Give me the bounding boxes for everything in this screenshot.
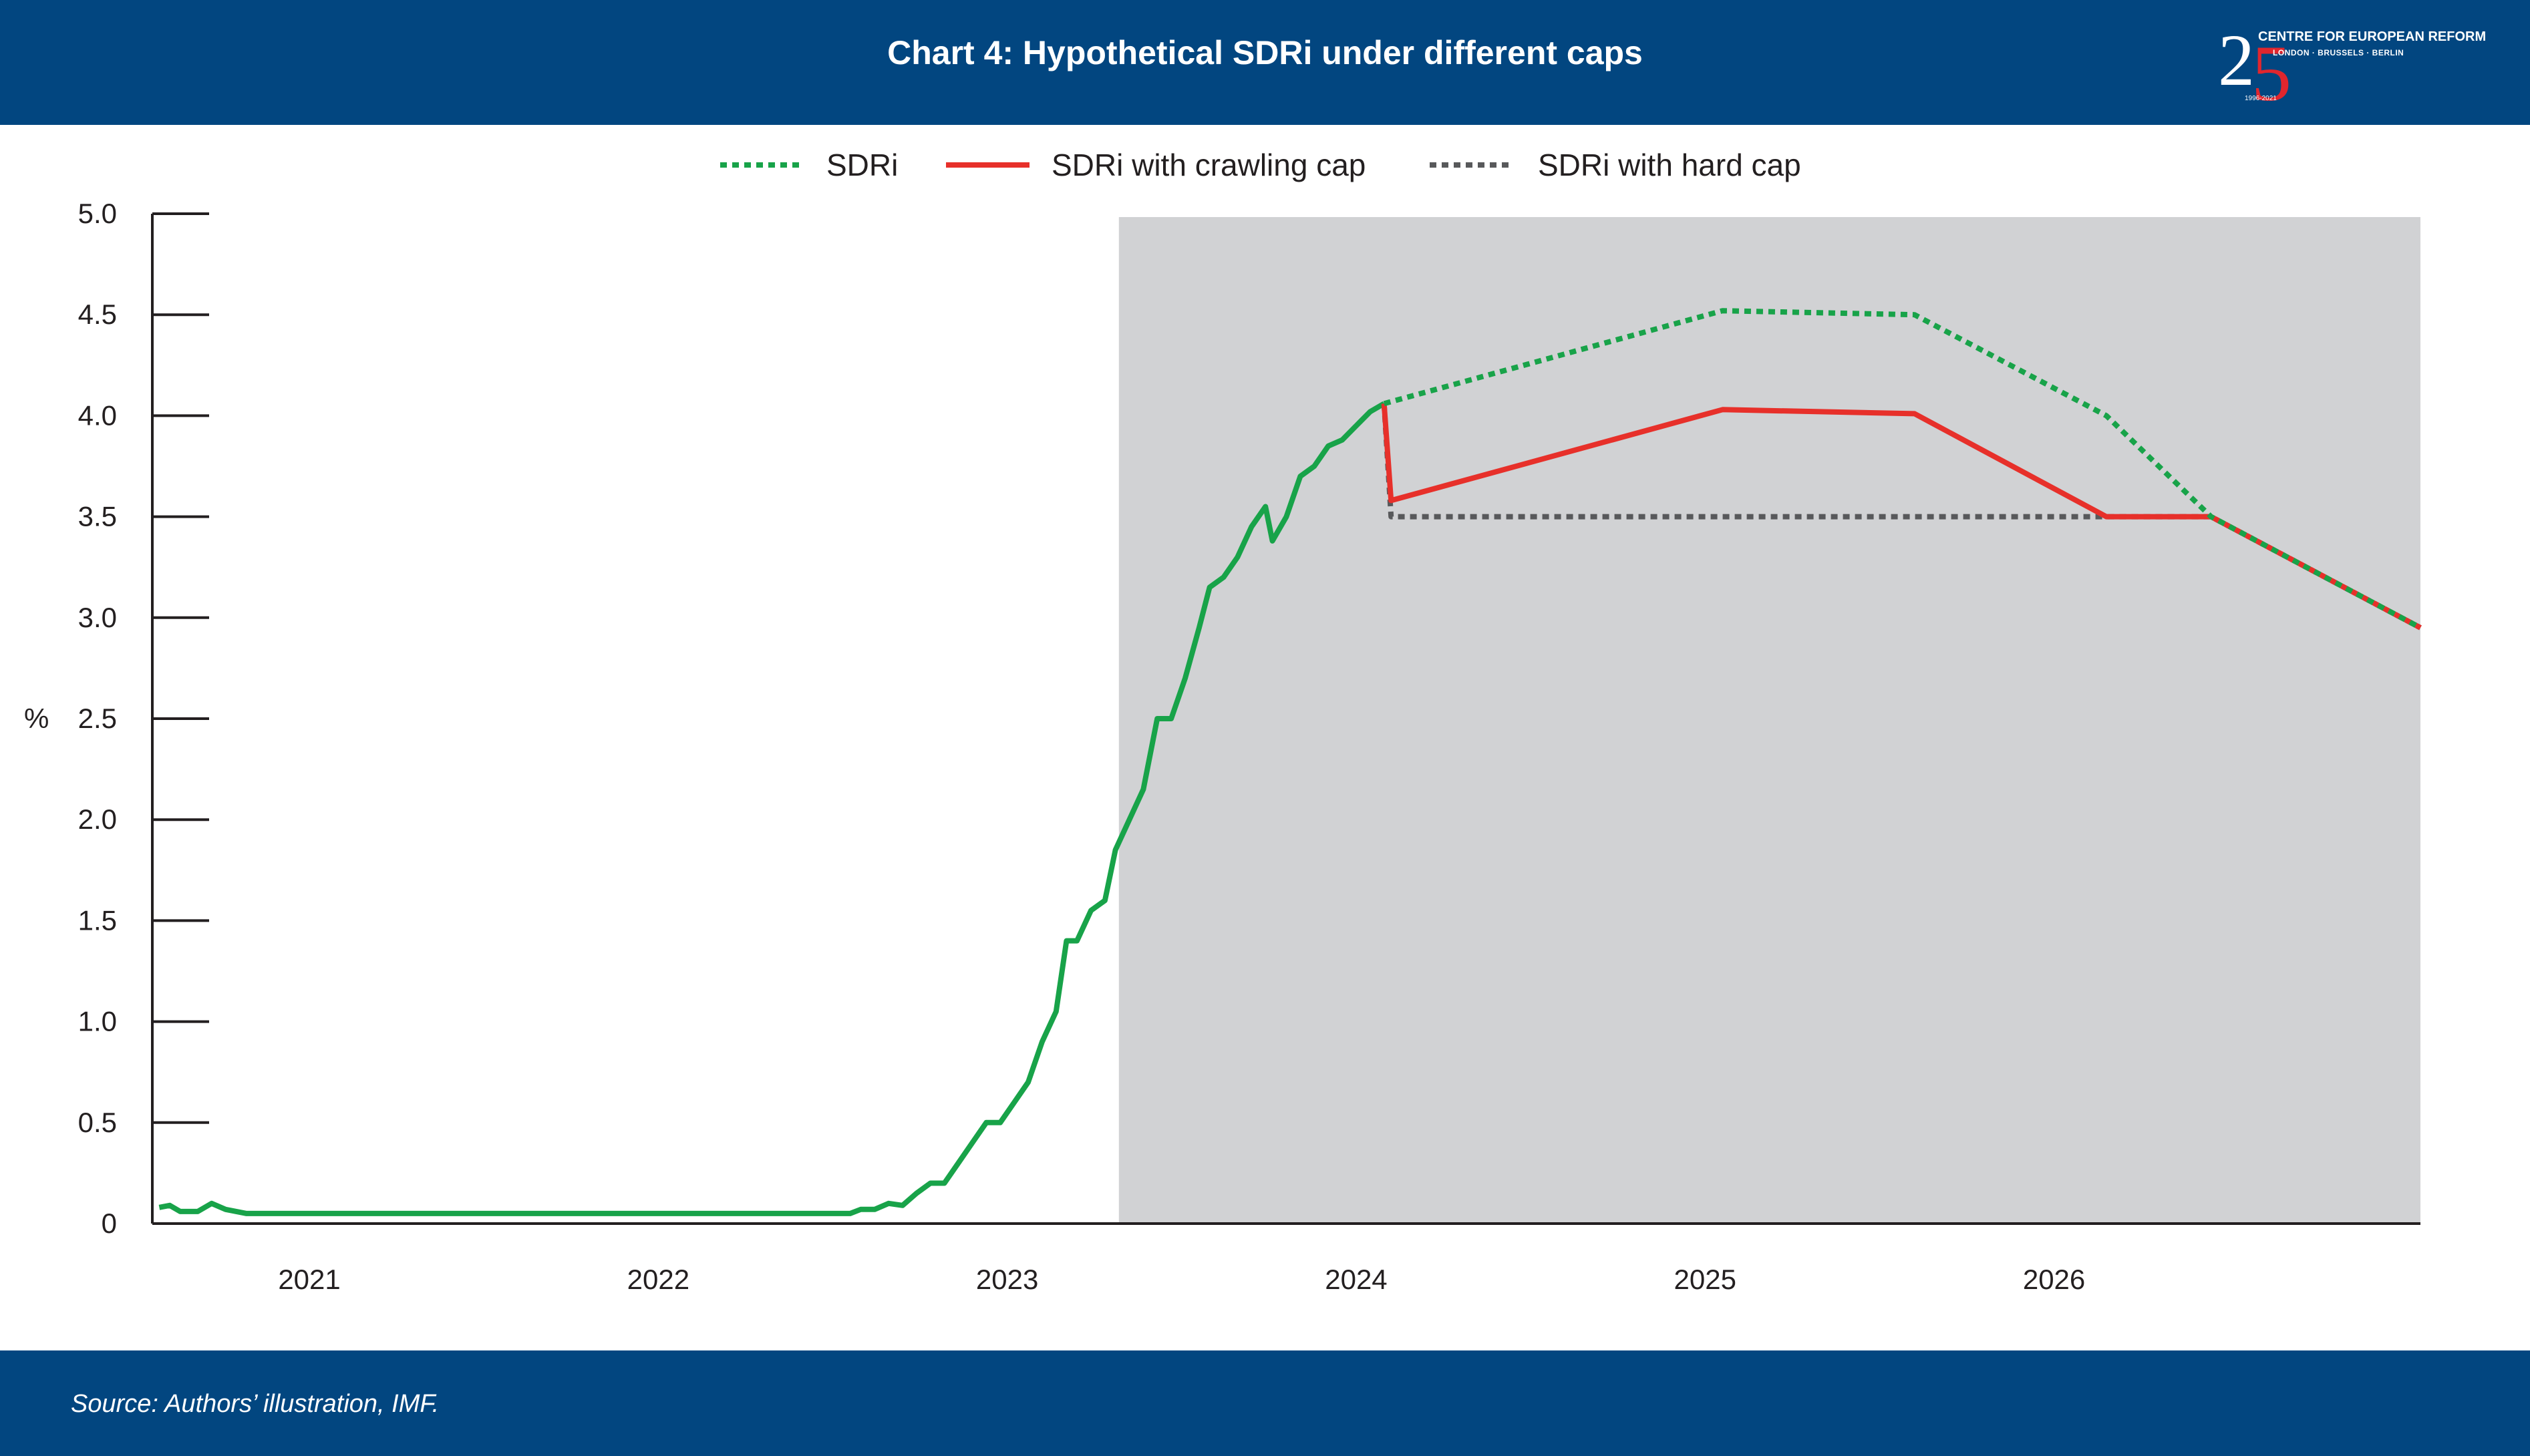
series-line-sdri-dotted — [1383, 308, 2422, 630]
axes: 0 0.5 1.0 1.5 2.0 2.5 3.0 3.5 4.0 4.5 5.0 2021 2022 2… — [78, 198, 2420, 1295]
y-tick-label: 3.5 — [78, 501, 117, 532]
forecast-shaded-region — [1118, 217, 2420, 1224]
footer-bar: Source: Authors’ illustration, IMF. — [0, 1350, 2530, 1456]
logo-cities: LONDON · BRUSSELS · BERLIN — [2273, 48, 2404, 57]
legend-label: SDRi with hard cap — [1538, 148, 1801, 182]
series-line-sdri-solid — [158, 401, 1386, 1216]
y-tick-label: 4.5 — [78, 299, 117, 330]
y-tick-label: 1.0 — [78, 1006, 117, 1037]
cer-logo: 2 5 CENTRE FOR EUROPEAN REFORM LONDON · … — [2205, 20, 2512, 114]
chart-area: 0 0.5 1.0 1.5 2.0 2.5 3.0 3.5 4.0 4.5 5.0 2021 2022 2… — [24, 148, 2422, 1295]
legend-label: SDRi — [826, 148, 898, 182]
source-note: Source: Authors’ illustration, IMF. — [71, 1390, 440, 1418]
x-tick-label: 2022 — [627, 1264, 689, 1295]
y-tick-label: 2.0 — [78, 803, 117, 835]
logo-years: 1996-2021 — [2245, 95, 2277, 102]
x-tick-label: 2021 — [278, 1264, 340, 1295]
header-bar: Chart 4: Hypothetical SDRi under differe… — [0, 0, 2530, 125]
legend-item: SDRi with hard cap — [1430, 148, 1801, 182]
y-tick-label: 0.5 — [78, 1107, 117, 1138]
legend-item: SDRi — [720, 148, 898, 182]
series-lines — [158, 308, 2422, 1216]
y-axis-label: % — [24, 703, 49, 734]
legend-item: SDRi with crawling cap — [946, 148, 1366, 182]
legend-label: SDRi with crawling cap — [1052, 148, 1366, 182]
logo-org-name: CENTRE FOR EUROPEAN REFORM — [2258, 29, 2487, 44]
y-tick-label: 2.5 — [78, 703, 117, 734]
y-tick-label: 1.5 — [78, 904, 117, 936]
logo-number-accent: 5 — [2251, 29, 2291, 118]
legend: SDRi SDRi with crawling cap SDRi with hard… — [720, 148, 1801, 182]
y-tick-label: 0 — [102, 1208, 117, 1239]
x-tick-label: 2026 — [2023, 1264, 2085, 1295]
y-tick-label: 4.0 — [78, 399, 117, 431]
x-tick-label: 2025 — [1674, 1264, 1736, 1295]
chart-title: Chart 4: Hypothetical SDRi under differe… — [887, 34, 1643, 71]
logo-number: 2 — [2218, 19, 2255, 101]
x-tick-label: 2024 — [1325, 1264, 1387, 1295]
x-tick-label: 2023 — [976, 1264, 1038, 1295]
y-tick-label: 5.0 — [78, 198, 117, 229]
y-tick-label: 3.0 — [78, 602, 117, 633]
